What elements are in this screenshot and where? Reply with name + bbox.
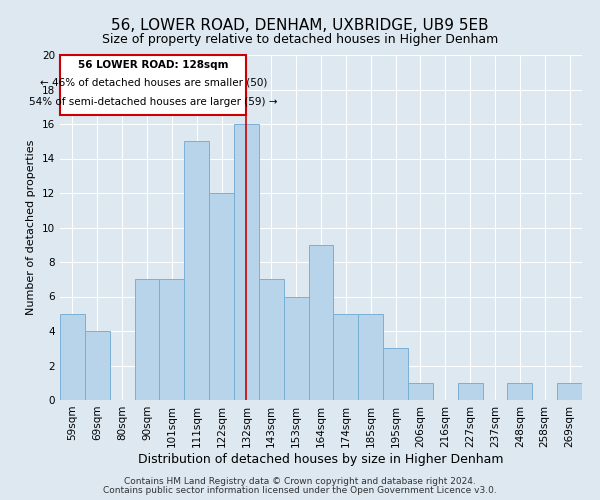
Bar (160, 279, 184, 400)
Bar (85, 331, 110, 400)
FancyBboxPatch shape (60, 55, 247, 116)
Bar (557, 383, 582, 400)
Bar (408, 383, 433, 400)
Text: ← 46% of detached houses are smaller (50): ← 46% of detached houses are smaller (50… (40, 77, 267, 87)
Bar (134, 279, 160, 400)
Bar (334, 314, 358, 400)
Text: 54% of semi-detached houses are larger (59) →: 54% of semi-detached houses are larger (… (29, 97, 277, 107)
Text: 56, LOWER ROAD, DENHAM, UXBRIDGE, UB9 5EB: 56, LOWER ROAD, DENHAM, UXBRIDGE, UB9 5E… (111, 18, 489, 32)
Text: Contains public sector information licensed under the Open Government Licence v3: Contains public sector information licen… (103, 486, 497, 495)
Bar (308, 244, 334, 400)
Bar (358, 314, 383, 400)
Bar (60, 314, 85, 400)
X-axis label: Distribution of detached houses by size in Higher Denham: Distribution of detached houses by size … (138, 452, 504, 466)
Text: Size of property relative to detached houses in Higher Denham: Size of property relative to detached ho… (102, 32, 498, 46)
Bar (209, 193, 234, 400)
Bar (458, 383, 482, 400)
Text: Contains HM Land Registry data © Crown copyright and database right 2024.: Contains HM Land Registry data © Crown c… (124, 478, 476, 486)
Bar (508, 383, 532, 400)
Bar (284, 296, 308, 400)
Y-axis label: Number of detached properties: Number of detached properties (26, 140, 37, 315)
Bar (184, 141, 209, 400)
Bar (383, 348, 408, 400)
Text: 56 LOWER ROAD: 128sqm: 56 LOWER ROAD: 128sqm (78, 60, 229, 70)
Bar (234, 124, 259, 400)
Bar (259, 279, 284, 400)
